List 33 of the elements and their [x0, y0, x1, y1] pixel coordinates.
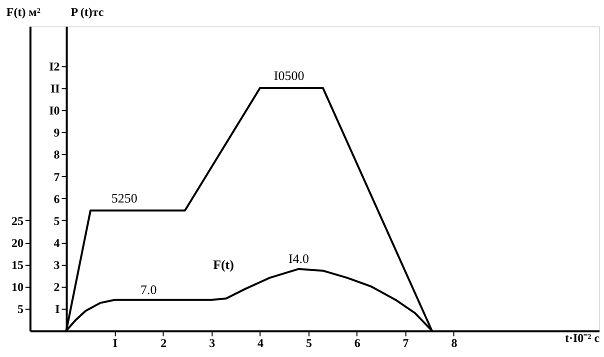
x-tick-label: 4: [258, 336, 264, 350]
x-tick-label: 5: [306, 336, 312, 350]
data-label: 7.0: [140, 282, 157, 297]
x-tick-label: 8: [451, 336, 458, 350]
y-tick-label: 8: [54, 148, 60, 162]
y-axis-title: P (t)тс: [70, 4, 104, 19]
x-tick-label: 6: [354, 336, 360, 350]
y-tick-label: 3: [54, 258, 60, 272]
y2-tick-label: 15: [11, 258, 24, 272]
y2-tick-label: 20: [11, 236, 24, 250]
x-axis-title: t·I0⁻² c: [564, 331, 600, 346]
x-tick-label: 7: [402, 336, 409, 350]
y-tick-label: I0: [49, 104, 60, 118]
y-tick-label: 7: [54, 170, 60, 184]
y-tick-label: 6: [54, 192, 60, 206]
y-tick-label: 5: [54, 214, 60, 228]
annotation: 5250: [111, 190, 138, 206]
y-tick-label: I2: [49, 59, 60, 74]
data-label: I4.0: [288, 250, 310, 266]
x-tick-label: 2: [160, 336, 167, 350]
y-tick-label: 2: [54, 280, 60, 294]
y2-tick-label: 10: [11, 280, 24, 294]
x-tick-label: 3: [209, 336, 216, 350]
y-tick-label: 4: [54, 236, 60, 250]
y-tick-label: II: [50, 82, 60, 96]
y-tick-label: I: [55, 302, 60, 316]
y-tick-label: 9: [54, 126, 60, 140]
series-label: F(t): [213, 256, 234, 272]
x-tick-label: I: [112, 336, 118, 350]
y2-tick-label: 25: [11, 214, 24, 228]
y2-tick-label: 5: [17, 302, 24, 316]
annotation: I0500: [274, 68, 304, 84]
y2-axis-title: F(t) м²: [6, 4, 41, 19]
